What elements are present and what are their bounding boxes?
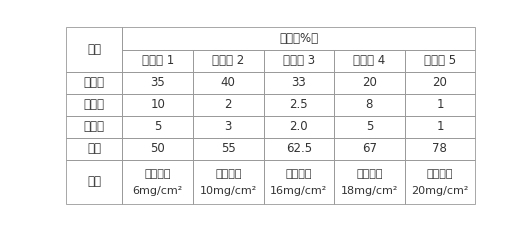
Bar bbox=[263, 138, 334, 160]
Bar bbox=[404, 160, 475, 204]
Bar bbox=[122, 138, 193, 160]
Text: 40: 40 bbox=[221, 76, 235, 89]
Text: 面密度为: 面密度为 bbox=[356, 169, 383, 179]
Text: 55: 55 bbox=[221, 142, 235, 155]
Text: 1: 1 bbox=[436, 98, 444, 111]
Text: 粘结剂: 粘结剂 bbox=[84, 120, 105, 133]
Bar bbox=[263, 116, 334, 138]
Text: 35: 35 bbox=[150, 76, 165, 89]
Bar bbox=[122, 116, 193, 138]
Text: 面密度为: 面密度为 bbox=[145, 169, 171, 179]
Bar bbox=[122, 49, 193, 71]
Text: 面密度为: 面密度为 bbox=[215, 169, 241, 179]
Bar bbox=[193, 116, 263, 138]
Text: 18mg/cm²: 18mg/cm² bbox=[341, 185, 398, 196]
Bar bbox=[404, 138, 475, 160]
Text: 活性炭: 活性炭 bbox=[84, 76, 105, 89]
Bar bbox=[334, 160, 404, 204]
Bar bbox=[193, 160, 263, 204]
Bar bbox=[66, 138, 122, 160]
Text: 2.0: 2.0 bbox=[289, 120, 308, 133]
Text: 要素: 要素 bbox=[87, 43, 101, 56]
Bar bbox=[122, 94, 193, 116]
Text: 面密度为: 面密度为 bbox=[286, 169, 312, 179]
Bar bbox=[334, 138, 404, 160]
Bar bbox=[66, 71, 122, 94]
Text: 组分（%）: 组分（%） bbox=[279, 32, 318, 45]
Text: 2.5: 2.5 bbox=[289, 98, 308, 111]
Text: 33: 33 bbox=[291, 76, 306, 89]
Bar bbox=[263, 71, 334, 94]
Text: 10: 10 bbox=[150, 98, 165, 111]
Text: 2: 2 bbox=[224, 98, 232, 111]
Bar bbox=[404, 94, 475, 116]
Text: 20mg/cm²: 20mg/cm² bbox=[411, 185, 469, 196]
Bar bbox=[263, 94, 334, 116]
Text: 10mg/cm²: 10mg/cm² bbox=[200, 185, 257, 196]
Bar bbox=[66, 94, 122, 116]
Text: 实施例 2: 实施例 2 bbox=[212, 54, 244, 67]
Text: 8: 8 bbox=[366, 98, 373, 111]
Bar bbox=[263, 49, 334, 71]
Text: 实施例 3: 实施例 3 bbox=[283, 54, 315, 67]
Bar bbox=[122, 71, 193, 94]
Text: 溶剂: 溶剂 bbox=[87, 142, 101, 155]
Bar bbox=[66, 116, 122, 138]
Text: 1: 1 bbox=[436, 120, 444, 133]
Bar bbox=[193, 94, 263, 116]
Text: 50: 50 bbox=[150, 142, 165, 155]
Text: 20: 20 bbox=[362, 76, 377, 89]
Bar bbox=[334, 94, 404, 116]
Bar bbox=[193, 138, 263, 160]
Text: 导电剂: 导电剂 bbox=[84, 98, 105, 111]
Bar bbox=[66, 160, 122, 204]
Bar bbox=[404, 71, 475, 94]
Text: 20: 20 bbox=[432, 76, 447, 89]
Text: 3: 3 bbox=[224, 120, 232, 133]
Text: 实施例 5: 实施例 5 bbox=[424, 54, 456, 67]
Text: 5: 5 bbox=[366, 120, 373, 133]
Bar bbox=[66, 27, 122, 71]
Text: 62.5: 62.5 bbox=[286, 142, 312, 155]
Bar bbox=[122, 27, 475, 49]
Bar bbox=[193, 71, 263, 94]
Text: 面密度为: 面密度为 bbox=[427, 169, 453, 179]
Bar bbox=[334, 49, 404, 71]
Bar bbox=[263, 160, 334, 204]
Text: 实施例 1: 实施例 1 bbox=[142, 54, 174, 67]
Bar bbox=[122, 160, 193, 204]
Text: 67: 67 bbox=[362, 142, 377, 155]
Bar bbox=[334, 116, 404, 138]
Bar bbox=[404, 49, 475, 71]
Bar bbox=[404, 116, 475, 138]
Text: 78: 78 bbox=[432, 142, 447, 155]
Bar bbox=[193, 49, 263, 71]
Text: 6mg/cm²: 6mg/cm² bbox=[133, 185, 183, 196]
Text: 5: 5 bbox=[154, 120, 162, 133]
Bar bbox=[334, 71, 404, 94]
Text: 实施例 4: 实施例 4 bbox=[353, 54, 385, 67]
Text: 16mg/cm²: 16mg/cm² bbox=[270, 185, 327, 196]
Text: 结论: 结论 bbox=[87, 175, 101, 188]
